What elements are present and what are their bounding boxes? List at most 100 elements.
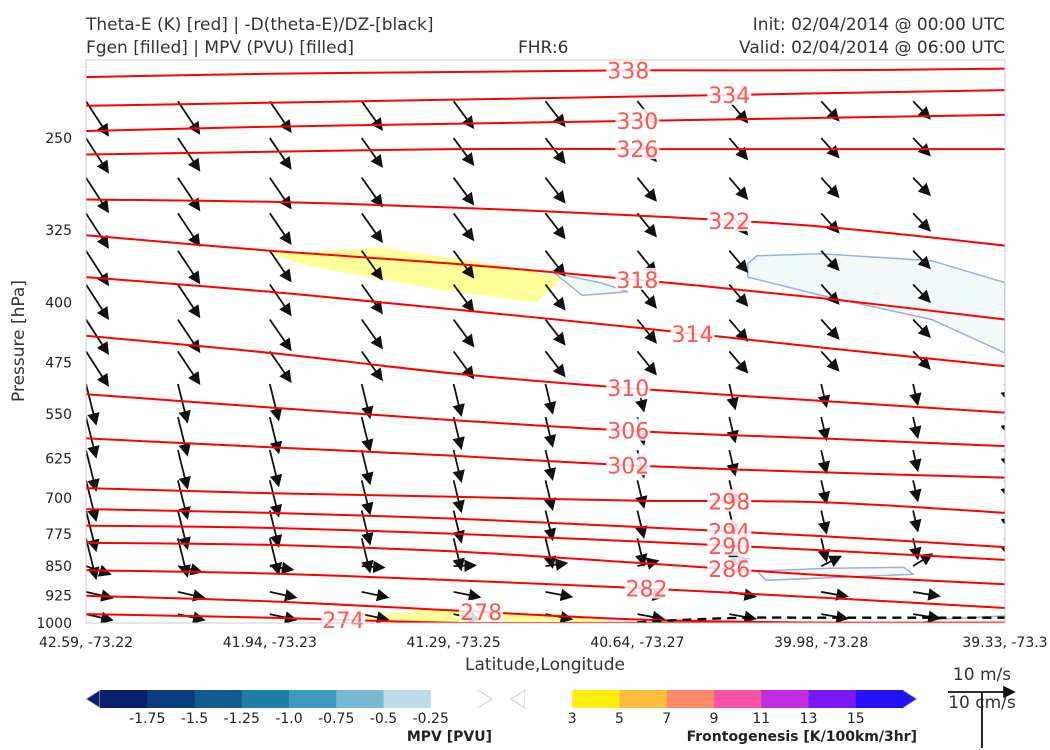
fgen-colorbar-swatch bbox=[525, 690, 573, 708]
wind-vector bbox=[636, 212, 657, 238]
wind-vector bbox=[452, 350, 475, 380]
x-axis-label: Latitude,Longitude bbox=[465, 655, 625, 675]
wind-vector bbox=[177, 319, 201, 354]
wind-vector bbox=[452, 449, 465, 484]
wind-vector bbox=[1000, 480, 1005, 501]
y-tick-label: 625 bbox=[45, 452, 72, 468]
valid-time: Valid: 02/04/2014 @ 06:00 UTC bbox=[739, 38, 1005, 58]
fgen-colorbar-swatch bbox=[572, 690, 620, 708]
wind-vector bbox=[728, 318, 749, 342]
wind-vector bbox=[177, 137, 201, 172]
wind-vector bbox=[86, 510, 100, 553]
wind-vector bbox=[1004, 138, 1005, 140]
wind-vector bbox=[636, 318, 657, 344]
wind-vector bbox=[543, 538, 557, 570]
fgen-colorbar-swatch bbox=[855, 690, 904, 708]
wind-vector bbox=[269, 177, 292, 210]
wind-vector bbox=[543, 416, 557, 448]
theta-e-label: 330 bbox=[616, 110, 658, 135]
mpv-colorbar-extend-right bbox=[477, 689, 493, 709]
wind-vector bbox=[1004, 213, 1005, 215]
wind-vectors bbox=[86, 100, 1005, 623]
wind-vector bbox=[86, 284, 109, 321]
theta-e-line bbox=[86, 334, 1005, 414]
wind-vector bbox=[636, 177, 657, 202]
wind-vector bbox=[452, 383, 465, 417]
wind-vector bbox=[453, 588, 482, 602]
y-tick-label: 850 bbox=[45, 559, 72, 575]
wind-vector bbox=[912, 350, 931, 370]
wind-vector bbox=[821, 610, 849, 623]
wind-vector bbox=[1004, 250, 1005, 252]
wind-vector bbox=[912, 250, 931, 270]
wind-vector bbox=[909, 480, 922, 503]
wind-vector bbox=[1004, 351, 1005, 353]
x-tick-label: 39.98, -73.28 bbox=[774, 635, 868, 651]
fgen-colorbar-label: 5 bbox=[615, 711, 624, 727]
fgen-colorbar-extend-left bbox=[510, 689, 526, 709]
y-tick-label: 250 bbox=[45, 131, 72, 147]
wind-vector bbox=[726, 416, 739, 444]
wind-vector bbox=[1004, 565, 1005, 567]
wind-vector bbox=[452, 319, 475, 348]
wind-vector bbox=[909, 510, 922, 533]
wind-vector bbox=[268, 480, 283, 518]
wind-vector bbox=[1000, 384, 1005, 404]
mpv-colorbar-swatch bbox=[430, 690, 479, 708]
wind-vector bbox=[452, 510, 465, 544]
theta-e-label-bg bbox=[615, 108, 660, 131]
wind-vector bbox=[452, 177, 475, 206]
wind-vector bbox=[360, 137, 383, 168]
wind-vector bbox=[1004, 319, 1005, 321]
wind-vector bbox=[86, 383, 100, 426]
y-tick-label: 1000 bbox=[36, 616, 72, 632]
theta-e-label-bg bbox=[606, 453, 651, 476]
wind-vector bbox=[177, 510, 191, 551]
wind-vector bbox=[177, 212, 201, 247]
theta-e-line bbox=[86, 234, 1005, 321]
wind-vector bbox=[545, 558, 569, 571]
theta-e-line bbox=[86, 113, 1005, 132]
wind-vector bbox=[635, 510, 648, 540]
wind-vector bbox=[1004, 284, 1005, 286]
wind-vector bbox=[1000, 538, 1005, 559]
wind-vector bbox=[177, 350, 201, 385]
mpv-colorbar-label: -1.75 bbox=[129, 711, 165, 727]
wind-vector bbox=[821, 588, 849, 601]
theta-e-label-bg bbox=[606, 418, 651, 441]
wind-vector bbox=[820, 212, 840, 234]
wind-vector bbox=[1004, 591, 1005, 593]
theta-e-label-bg bbox=[459, 599, 504, 622]
y-tick-label: 400 bbox=[45, 295, 72, 311]
theta-e-line bbox=[86, 487, 1005, 514]
mpv-colorbar-swatch bbox=[194, 690, 243, 708]
y-tick-label: 775 bbox=[45, 527, 72, 543]
wind-vector bbox=[177, 480, 191, 520]
barb-scale-key: 10 m/s 10 cm/s bbox=[948, 665, 1016, 748]
theta-e-label: 314 bbox=[672, 323, 714, 348]
wind-vector bbox=[86, 350, 109, 387]
theta-e-label: 286 bbox=[708, 558, 750, 583]
theta-e-line bbox=[86, 569, 1005, 609]
wind-vector bbox=[820, 177, 840, 199]
wind-vector bbox=[636, 350, 657, 376]
fgen-colorbar-label: 15 bbox=[847, 711, 865, 727]
wind-vector bbox=[909, 416, 922, 439]
theta-e-line bbox=[86, 508, 1005, 549]
theta-e-label-bg bbox=[707, 82, 752, 105]
title-left-line1: Theta-E (K) [red] | -D(theta-E)/DZ-[blac… bbox=[86, 15, 434, 35]
wind-vector bbox=[728, 283, 749, 307]
wind-vector bbox=[817, 480, 831, 505]
wind-vector bbox=[452, 212, 475, 242]
wind-vector bbox=[544, 250, 566, 277]
theta-e-label: 322 bbox=[708, 210, 750, 235]
wind-vector bbox=[269, 137, 292, 170]
y-tick-label: 550 bbox=[45, 407, 72, 423]
wind-vector bbox=[912, 318, 931, 339]
theta-e-label: 282 bbox=[626, 578, 668, 603]
wind-vector bbox=[1004, 101, 1005, 103]
wind-vector bbox=[912, 137, 931, 157]
wind-vector bbox=[1004, 177, 1005, 179]
wind-vector bbox=[360, 212, 383, 244]
